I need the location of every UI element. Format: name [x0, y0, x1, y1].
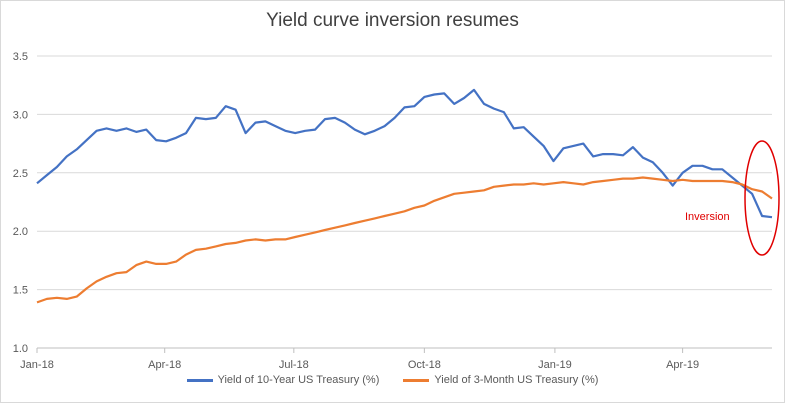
legend-label-10y: Yield of 10-Year US Treasury (%)	[217, 374, 380, 386]
y-tick-label: 3.0	[13, 109, 28, 121]
legend: Yield of 10-Year US Treasury (%) Yield o…	[0, 374, 785, 386]
legend-swatch-10y	[186, 378, 213, 382]
series-line-10y	[36, 88, 773, 219]
y-axis-ticks: 1.0 1.5 2.0 2.5 3.0 3.5	[13, 51, 28, 355]
legend-label-3m: Yield of 3-Month US Treasury (%)	[434, 374, 599, 386]
y-tick-label: 2.5	[13, 168, 28, 180]
x-tick-label: Jan-18	[20, 359, 54, 371]
y-tick-label: 2.0	[13, 226, 28, 238]
legend-item-10y: Yield of 10-Year US Treasury (%)	[186, 374, 380, 386]
series-lines	[36, 88, 773, 304]
inversion-annotation: Inversion	[685, 140, 780, 256]
y-tick-label: 1.0	[13, 343, 28, 355]
y-tick-label: 1.5	[13, 285, 28, 297]
x-tick-label: Oct-18	[408, 359, 441, 371]
inversion-label: Inversion	[685, 211, 730, 223]
y-tick-label: 3.5	[13, 51, 28, 63]
legend-swatch-3m	[403, 378, 430, 382]
inversion-ellipse	[744, 140, 780, 256]
series-line-3m	[36, 176, 773, 304]
x-tick-label: Jul-18	[279, 359, 309, 371]
x-tick-label: Apr-19	[666, 359, 699, 371]
x-tick-label: Jan-19	[538, 359, 572, 371]
x-tick-label: Apr-18	[148, 359, 181, 371]
gridlines	[37, 55, 772, 349]
x-axis-ticks: Jan-18 Apr-18 Jul-18 Oct-18 Jan-19 Apr-19	[20, 348, 699, 371]
legend-item-3m: Yield of 3-Month US Treasury (%)	[403, 374, 598, 386]
chart-title: Yield curve inversion resumes	[266, 10, 519, 31]
